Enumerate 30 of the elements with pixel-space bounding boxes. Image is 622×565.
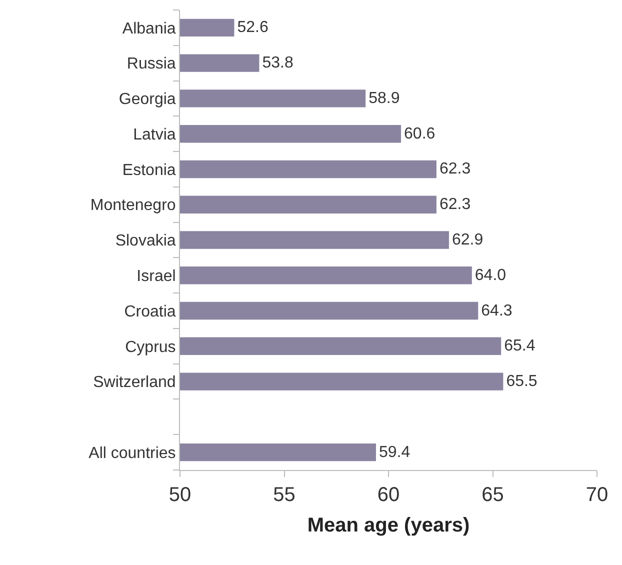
y-tick-label: Latvia <box>133 126 176 144</box>
x-tick-label: 70 <box>586 484 608 506</box>
y-tick-label: All countries <box>88 444 176 462</box>
x-tick-label: 55 <box>273 484 296 506</box>
data-label: 52.6 <box>237 19 268 36</box>
data-label: 62.3 <box>439 196 471 214</box>
data-label: 65.5 <box>506 373 538 390</box>
x-tick-label: 50 <box>168 484 192 506</box>
y-tick-label: Albania <box>122 20 176 38</box>
data-label: 59.4 <box>378 444 410 461</box>
data-label: 53.8 <box>262 54 294 72</box>
y-tick-label: Georgia <box>118 91 176 108</box>
y-tick-label: Israel <box>136 268 176 285</box>
y-tick-label: Cyprus <box>125 338 176 356</box>
y-tick-label: Estonia <box>122 162 176 179</box>
x-tick-label: 65 <box>482 484 504 506</box>
x-tick-label: 60 <box>377 484 400 506</box>
data-label: 64.3 <box>481 302 512 320</box>
data-label: 64.0 <box>474 266 506 284</box>
data-label: 58.9 <box>368 90 400 107</box>
data-label: 65.4 <box>504 338 536 355</box>
y-tick-label: Switzerland <box>93 374 176 392</box>
y-tick-label: Slovakia <box>115 232 176 250</box>
y-tick-label: Russia <box>126 56 176 73</box>
data-label: 60.6 <box>404 125 436 142</box>
data-label: 62.9 <box>452 232 484 248</box>
data-label: 62.3 <box>439 160 471 178</box>
y-tick-label: Montenegro <box>90 197 176 214</box>
y-tick-label: Croatia <box>124 303 176 320</box>
x-axis-title: Mean age (years) <box>307 514 470 536</box>
